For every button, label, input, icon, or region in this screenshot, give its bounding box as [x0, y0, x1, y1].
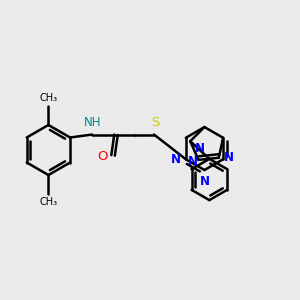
Text: S: S — [151, 116, 159, 129]
Text: N: N — [188, 155, 198, 168]
Text: N: N — [224, 151, 234, 164]
Text: O: O — [97, 150, 107, 163]
Text: N: N — [200, 175, 209, 188]
Text: N: N — [171, 153, 181, 166]
Text: N: N — [195, 142, 205, 155]
Text: CH₃: CH₃ — [39, 93, 58, 103]
Text: CH₃: CH₃ — [39, 197, 58, 207]
Text: NH: NH — [84, 116, 102, 129]
